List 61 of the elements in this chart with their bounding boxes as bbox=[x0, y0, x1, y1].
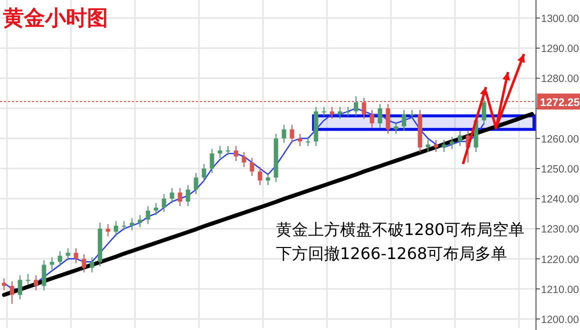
candlestick bbox=[458, 130, 462, 146]
y-tick-label: 1220.00 bbox=[541, 254, 580, 266]
candlestick bbox=[50, 256, 54, 270]
candlestick bbox=[266, 172, 270, 186]
candlestick bbox=[450, 136, 454, 150]
candlestick bbox=[370, 109, 374, 128]
candlestick bbox=[34, 274, 38, 291]
y-tick-label: 1280.00 bbox=[541, 73, 580, 86]
y-tick-label: 1200.00 bbox=[541, 314, 580, 326]
candlestick bbox=[290, 124, 294, 144]
y-tick-label: 1250.00 bbox=[541, 164, 580, 176]
candlestick bbox=[426, 139, 430, 152]
candlestick bbox=[10, 280, 14, 304]
candlestick bbox=[402, 109, 406, 132]
candlestick bbox=[394, 121, 398, 134]
candlestick bbox=[282, 124, 286, 144]
candlestick bbox=[74, 248, 78, 264]
candlestick bbox=[66, 248, 70, 261]
candlestick bbox=[378, 103, 382, 128]
candlestick bbox=[82, 254, 86, 273]
y-tick-label: 1290.00 bbox=[541, 43, 580, 56]
candlestick bbox=[114, 220, 118, 237]
candlestick bbox=[250, 157, 254, 177]
candlestick bbox=[434, 139, 438, 152]
candlestick bbox=[106, 224, 110, 237]
candlestick bbox=[338, 106, 342, 120]
candlestick bbox=[162, 194, 166, 213]
y-tick-label: 1300.00 bbox=[541, 13, 580, 26]
candlestick bbox=[210, 148, 214, 174]
y-tick-label: 1260.00 bbox=[541, 133, 580, 146]
y-tick-label: 1240.00 bbox=[541, 194, 580, 206]
candlestick bbox=[354, 96, 358, 116]
candlestick bbox=[170, 188, 174, 204]
candlestick bbox=[242, 151, 246, 168]
y-tick-label: 1210.00 bbox=[541, 284, 580, 296]
candlestick bbox=[298, 133, 302, 146]
y-tick-label: 1230.00 bbox=[541, 224, 580, 236]
candlestick bbox=[18, 274, 22, 300]
candlestick bbox=[386, 103, 390, 134]
candlestick bbox=[186, 184, 190, 207]
candlestick bbox=[202, 164, 206, 183]
candlestick bbox=[178, 188, 182, 207]
candlestick bbox=[90, 256, 94, 273]
ref-line-label: 1272.25 bbox=[540, 97, 580, 110]
chart-title: 黄金小时图 bbox=[2, 6, 108, 30]
annotation: 下方回撤1266-1268可布局多单 bbox=[276, 244, 508, 263]
candlestick bbox=[42, 260, 46, 291]
candlestick bbox=[154, 202, 158, 216]
candlestick bbox=[330, 106, 334, 120]
candlestick bbox=[218, 145, 222, 158]
candlestick bbox=[234, 145, 238, 162]
candlestick bbox=[482, 97, 486, 126]
candlestick bbox=[146, 206, 150, 225]
candlestick bbox=[194, 172, 198, 195]
candlestick bbox=[258, 166, 262, 186]
candlestick bbox=[442, 139, 446, 152]
candlestick bbox=[130, 218, 134, 231]
candlestick bbox=[138, 214, 142, 228]
candlestick bbox=[58, 250, 62, 267]
candlestick bbox=[2, 278, 6, 291]
annotation: 黄金上方横盘不破1280可布局空单 bbox=[276, 220, 525, 239]
